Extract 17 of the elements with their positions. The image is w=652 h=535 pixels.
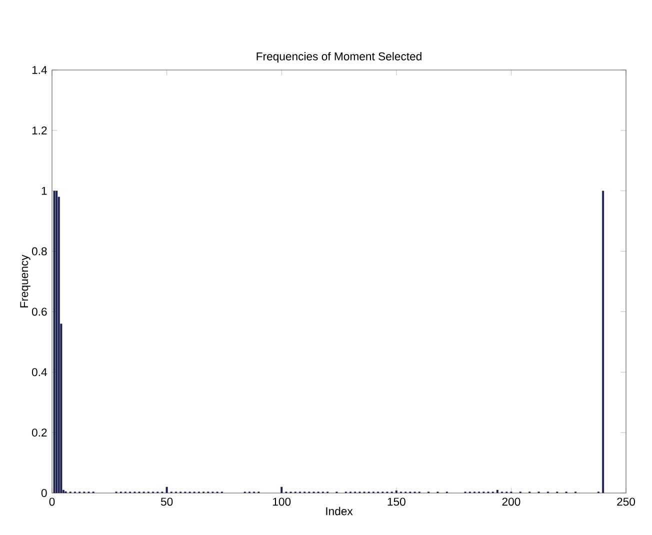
chart-title: Frequencies of Moment Selected <box>256 52 422 63</box>
y-axis-title: Frequency <box>20 254 30 308</box>
y-tick-label: 1 <box>42 186 47 195</box>
y-tick-label: 0.4 <box>32 368 47 376</box>
x-tick-label: 150 <box>388 498 406 506</box>
y-tick-label: 1.4 <box>32 66 47 74</box>
x-tick-label: 50 <box>160 498 173 506</box>
x-tick-label: 100 <box>273 498 291 506</box>
y-tick-label: 0 <box>41 488 47 498</box>
x-tick-label: 250 <box>617 498 636 506</box>
x-axis-title: Index <box>326 506 353 516</box>
y-tick-label: 0.2 <box>32 428 47 437</box>
y-tick-label: 0.6 <box>32 308 47 316</box>
y-tick-label: 0.8 <box>32 247 47 256</box>
x-tick-label: 200 <box>502 498 520 506</box>
x-tick-label: 0 <box>49 498 55 506</box>
y-tick-label: 1.2 <box>32 126 47 134</box>
